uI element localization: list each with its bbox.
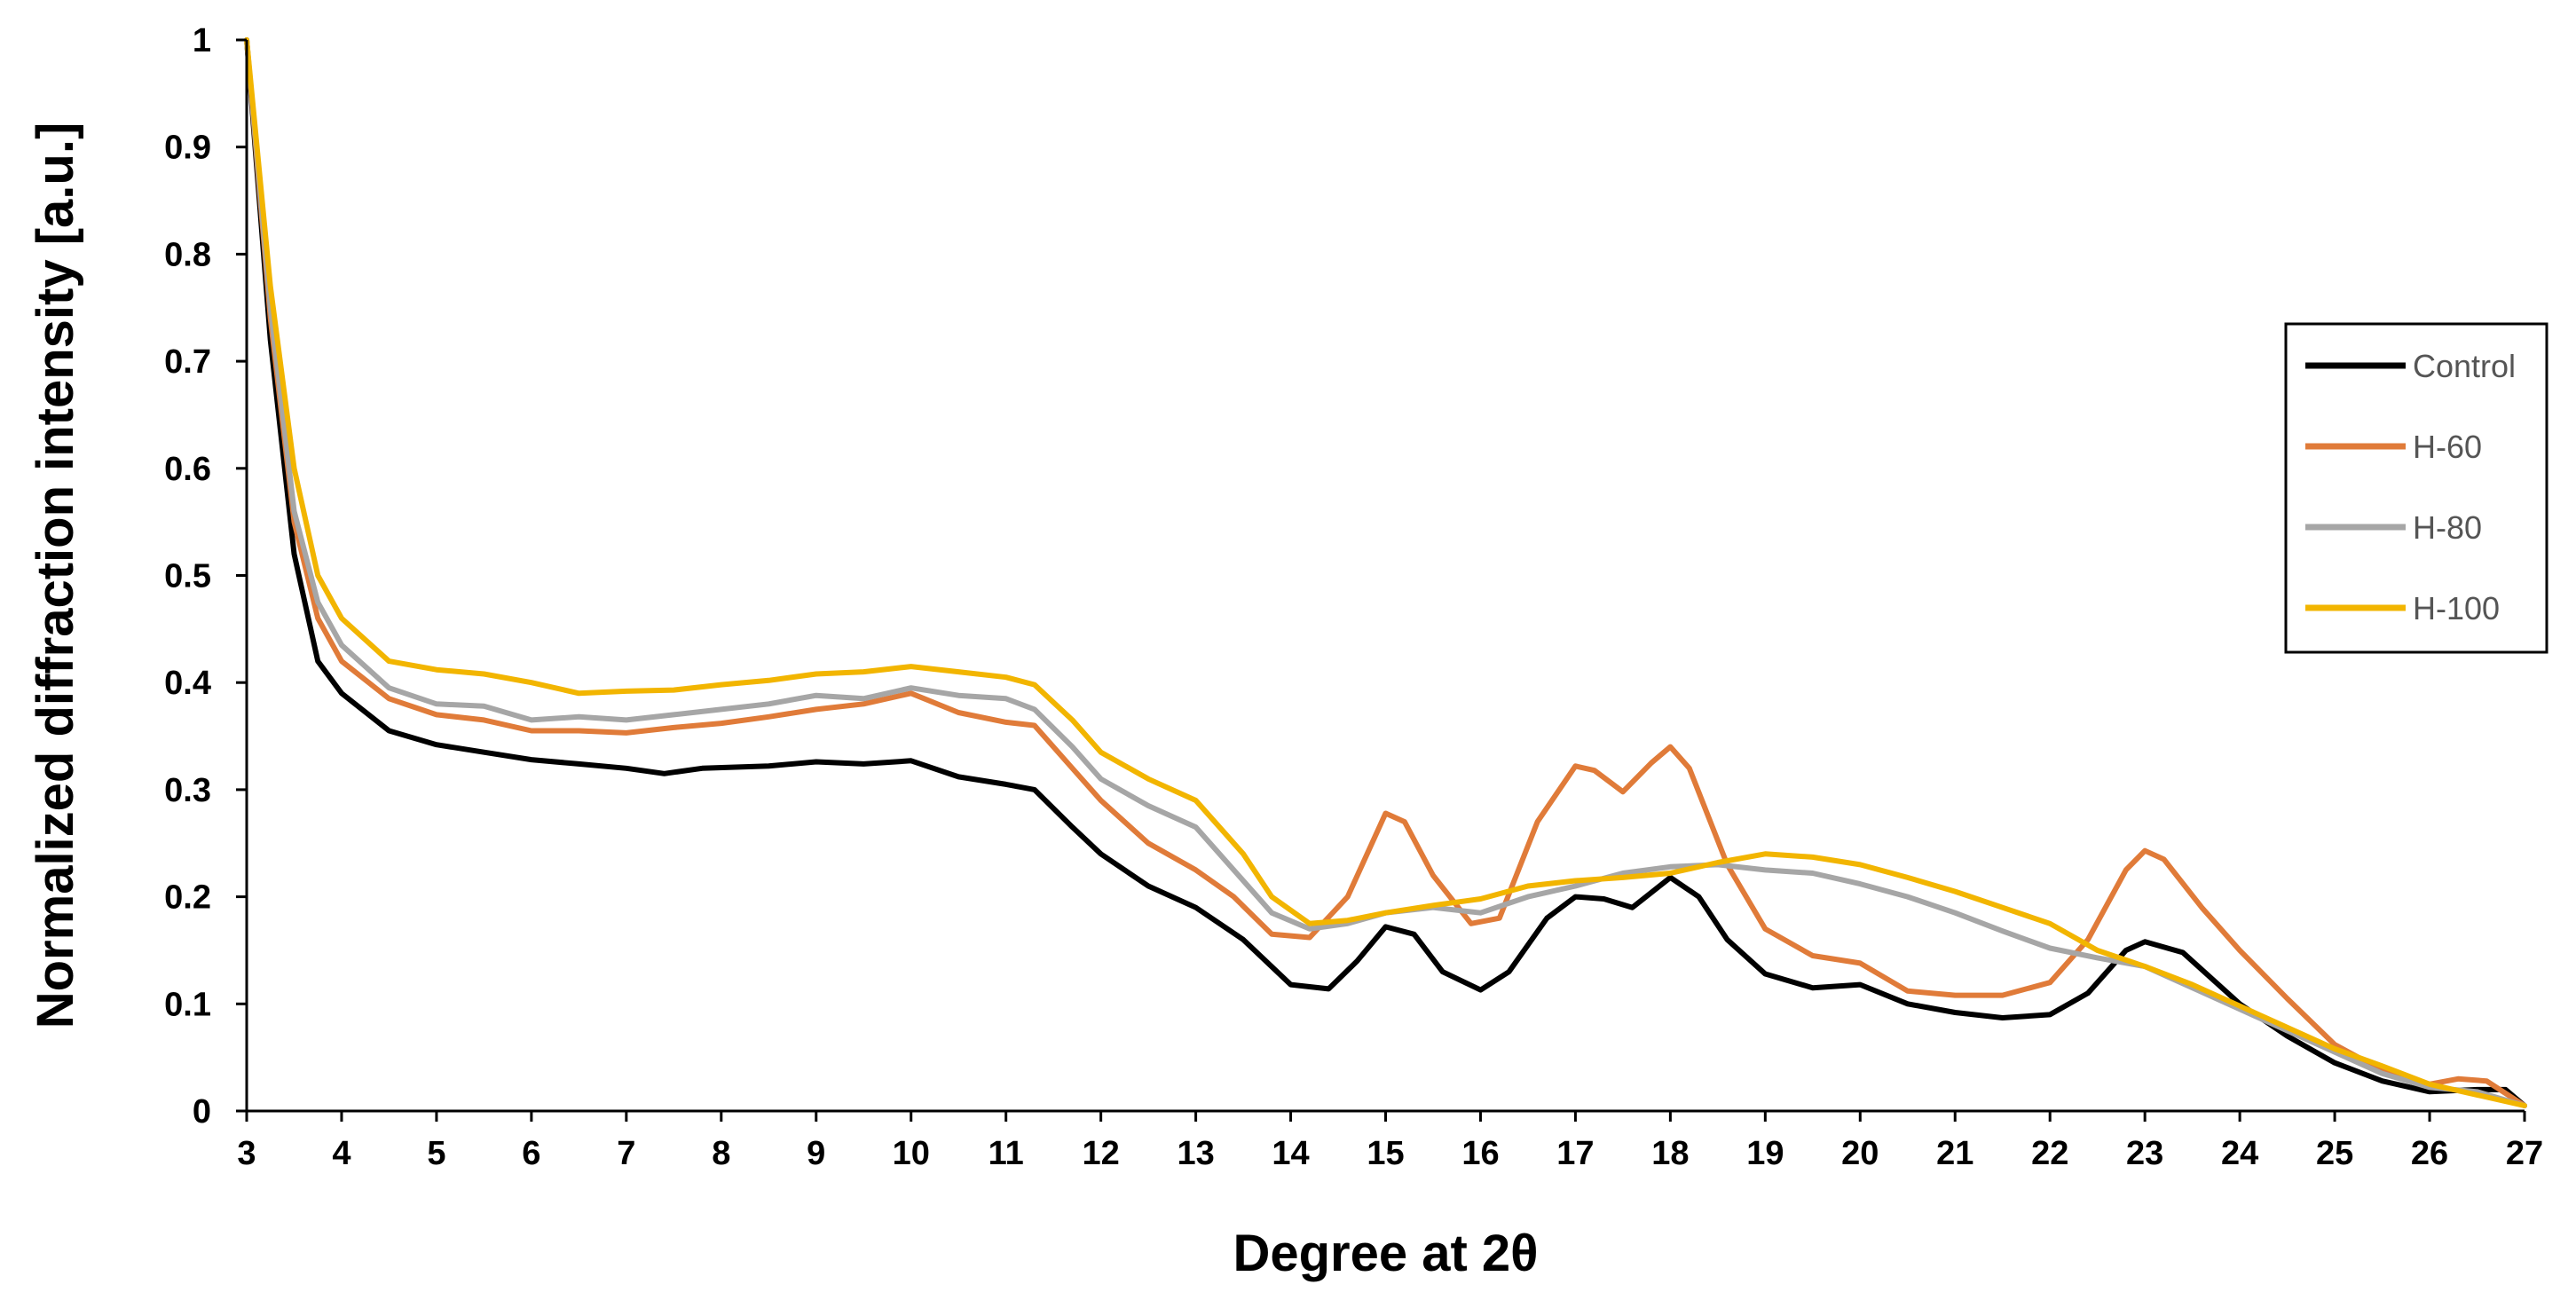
y-tick-label: 0.3 [164,772,211,809]
y-tick-label: 0 [193,1093,211,1131]
y-tick-label: 0.1 [164,986,211,1023]
x-tick-label: 5 [427,1135,445,1172]
y-tick-label: 0.5 [164,558,211,595]
series-line-h-60 [244,37,2527,1108]
x-tick-label: 11 [989,1135,1024,1172]
y-tick-label: 0.7 [164,343,211,381]
x-tick-label: 4 [332,1135,351,1172]
y-tick-label: 0.8 [164,236,211,273]
x-tick-label: 13 [1177,1135,1214,1172]
series-line-h-80 [244,37,2527,1108]
x-tick-label: 12 [1082,1135,1119,1172]
legend-label-h-100: H-100 [2413,590,2500,626]
x-tick-label: 15 [1367,1135,1404,1172]
y-tick-label: 1 [193,22,211,59]
y-tick-label: 0.4 [164,665,211,702]
legend-label-h-60: H-60 [2413,429,2482,465]
x-tick-label: 17 [1556,1135,1594,1172]
x-ticks: 3 4 5 6 7 8 9 10 11 12 13 14 15 16 17 18 19 20 21 22 23 24 25 2… [237,1111,2543,1172]
x-axis-title: Degree at 2θ [1233,1225,1538,1282]
legend-box [2284,322,2548,654]
x-tick-label: 20 [1841,1135,1879,1172]
legend: Control H-60 H-80 H-100 [2284,322,2548,654]
y-tick-label: 0.9 [164,130,211,167]
x-tick-label: 25 [2316,1135,2353,1172]
y-ticks: 0 0.1 0.2 0.3 0.4 0.5 0.6 0.7 0.8 0.9 1 [164,22,247,1131]
x-tick-label: 8 [712,1135,730,1172]
x-tick-label: 23 [2126,1135,2163,1172]
x-tick-label: 21 [1936,1135,1973,1172]
x-tick-label: 9 [807,1135,825,1172]
x-tick-label: 7 [617,1135,635,1172]
plot-lines [244,37,2527,1108]
legend-label-control: Control [2413,348,2516,384]
y-tick-label: 0.2 [164,879,211,917]
series-line-h-100 [244,37,2527,1108]
x-tick-label: 3 [237,1135,256,1172]
x-tick-label: 6 [522,1135,540,1172]
series-line-control [244,37,2527,1108]
x-tick-label: 27 [2506,1135,2543,1172]
y-tick-label: 0.6 [164,451,211,488]
x-tick-label: 26 [2411,1135,2448,1172]
y-axis-title: Normalized diffraction intensity [a.u.] [27,122,84,1029]
x-tick-label: 22 [2031,1135,2068,1172]
legend-label-h-80: H-80 [2413,509,2482,546]
x-tick-label: 24 [2221,1135,2258,1172]
x-tick-label: 18 [1651,1135,1689,1172]
x-tick-label: 10 [893,1135,930,1172]
x-tick-label: 16 [1461,1135,1499,1172]
x-tick-label: 14 [1272,1135,1309,1172]
x-tick-label: 19 [1746,1135,1784,1172]
